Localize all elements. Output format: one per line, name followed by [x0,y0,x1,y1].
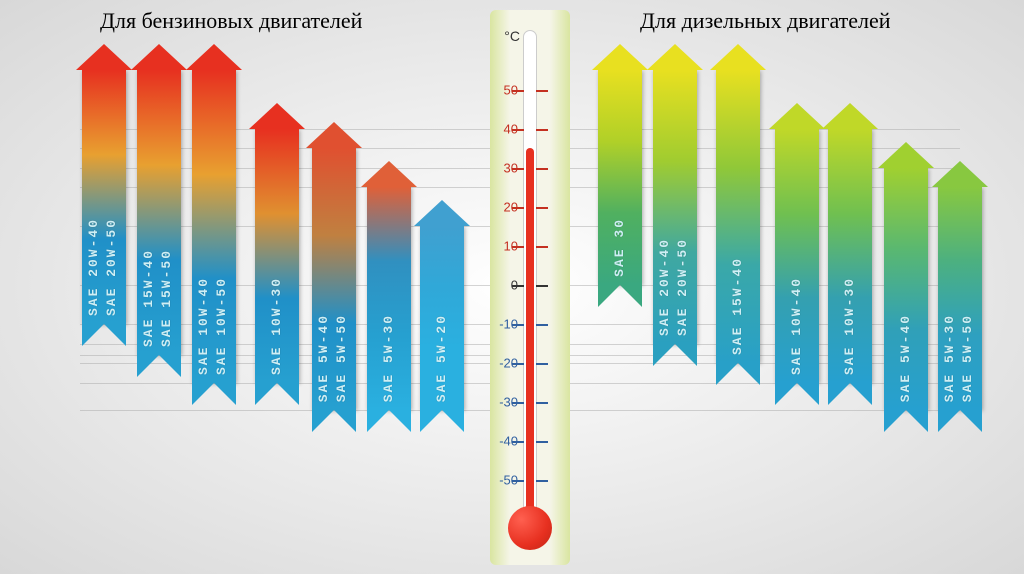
tick-right [536,363,548,365]
arrow-head-up-icon [186,44,242,70]
arrow-tail-icon [828,383,872,405]
tick-right [536,90,548,92]
arrow-label: SAE 15W-40 [141,249,156,347]
arrow-head-up-icon [592,44,648,70]
oil-arrow: SAE 10W-40 [775,129,819,383]
thermo-fill [526,148,534,510]
tick-right [536,129,548,131]
arrow-head-up-icon [822,103,878,129]
tick-right [536,246,548,248]
arrow-tail-icon [716,363,760,385]
tick-label: -50 [499,473,518,488]
arrow-label: SAE 20W-40 [657,238,672,336]
arrow-label: SAE 15W-50 [159,249,174,347]
tick-right [536,324,548,326]
oil-arrow: SAE 5W-30SAE 5W-50 [938,187,982,410]
tick-right [536,207,548,209]
tick-label: 50 [504,82,518,97]
oil-arrow: SAE 5W-30 [367,187,411,410]
oil-arrow: SAE 10W-40SAE 10W-50 [192,70,236,383]
arrow-label: SAE 20W-50 [675,238,690,336]
arrow-label: SAE 5W-50 [334,314,349,402]
arrow-tail-icon [192,383,236,405]
arrow-tail-icon [653,344,697,366]
oil-arrow: SAE 5W-40SAE 5W-50 [312,148,356,410]
oil-arrow: SAE 5W-40 [884,168,928,410]
tick-label: 20 [504,199,518,214]
tick-label: 30 [504,160,518,175]
arrow-head-up-icon [249,103,305,129]
arrow-tail-icon [938,410,982,432]
tick-right [536,168,548,170]
thermometer: °C 50 40 30 20 10 0 -10 -20 -30 -40 -50 [490,10,570,565]
arrow-head-up-icon [769,103,825,129]
arrow-label: SAE 10W-50 [214,277,229,375]
oil-arrow: SAE 20W-40SAE 20W-50 [82,70,126,324]
arrow-head-up-icon [647,44,703,70]
arrow-label: SAE 5W-30 [381,314,396,402]
arrow-tail-icon [312,410,356,432]
oil-arrow: SAE 30 [598,70,642,285]
arrow-label: SAE 20W-50 [104,218,119,316]
arrow-tail-icon [775,383,819,405]
arrow-label: SAE 10W-30 [269,277,284,375]
arrow-label: SAE 10W-40 [789,277,804,375]
arrow-head-up-icon [414,200,470,226]
arrow-label: SAE 5W-40 [316,314,331,402]
tick-right [536,402,548,404]
tick-right [536,480,548,482]
arrow-tail-icon [420,410,464,432]
oil-arrow: SAE 15W-40 [716,70,760,363]
tick-label: 40 [504,121,518,136]
unit-label: °C [504,28,520,44]
arrow-head-up-icon [361,161,417,187]
tick-label: -30 [499,395,518,410]
arrow-label: SAE 5W-40 [898,314,913,402]
thermo-bulb [508,506,552,550]
arrow-label: SAE 5W-30 [942,314,957,402]
arrow-head-up-icon [932,161,988,187]
tick-label: -10 [499,317,518,332]
arrow-head-up-icon [878,142,934,168]
oil-arrow: SAE 15W-40SAE 15W-50 [137,70,181,355]
arrow-head-up-icon [76,44,132,70]
tick-label: 10 [504,238,518,253]
arrow-label: SAE 5W-20 [434,314,449,402]
title-gasoline: Для бензиновых двигателей [100,8,362,34]
oil-arrow: SAE 20W-40SAE 20W-50 [653,70,697,344]
oil-arrow: SAE 10W-30 [828,129,872,383]
arrow-tail-icon [82,324,126,346]
tick-right [536,285,548,287]
arrow-tail-icon [367,410,411,432]
arrow-head-up-icon [131,44,187,70]
oil-viscosity-chart: Для бензиновых двигателей Для дизельных … [0,0,1024,574]
oil-arrow: SAE 10W-30 [255,129,299,383]
arrow-label: SAE 20W-40 [86,218,101,316]
arrow-label: SAE 30 [612,218,627,277]
arrow-label: SAE 10W-40 [196,277,211,375]
arrow-tail-icon [884,410,928,432]
arrow-label: SAE 10W-30 [842,277,857,375]
oil-arrow: SAE 5W-20 [420,226,464,410]
arrow-tail-icon [598,285,642,307]
tick-label: -40 [499,434,518,449]
title-diesel: Для дизельных двигателей [640,8,891,34]
arrow-label: SAE 15W-40 [730,257,745,355]
arrow-tail-icon [137,355,181,377]
tick-right [536,441,548,443]
tick-label: -20 [499,356,518,371]
arrow-tail-icon [255,383,299,405]
arrow-head-up-icon [306,122,362,148]
tick-label: 0 [511,278,518,293]
arrow-head-up-icon [710,44,766,70]
arrow-label: SAE 5W-50 [960,314,975,402]
